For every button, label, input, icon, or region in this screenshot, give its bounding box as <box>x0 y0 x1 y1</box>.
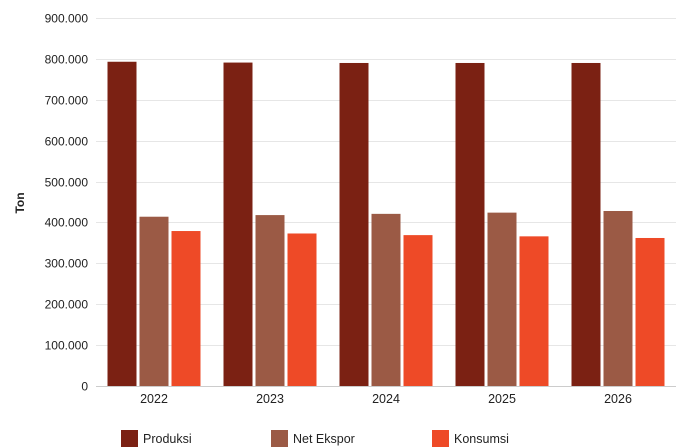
bar-produksi-2025 <box>455 62 485 386</box>
legend-swatch <box>271 430 288 447</box>
bar-konsumsi-2024 <box>403 235 433 386</box>
bar-net-ekspor-2022 <box>139 216 169 386</box>
x-axis-categories: 2022 2023 2024 2025 2026 <box>140 392 632 406</box>
y-axis-ticks: 0 100.000 200.000 300.000 400.000 500.000 600.… <box>45 12 89 394</box>
bar-konsumsi-2026 <box>635 237 665 386</box>
y-tick-label: 200.000 <box>45 298 89 312</box>
x-category-label: 2026 <box>604 392 632 406</box>
y-tick-label: 0 <box>81 380 88 394</box>
legend-swatch <box>121 430 138 447</box>
bar-produksi-2026 <box>571 62 601 386</box>
bar-net-ekspor-2023 <box>255 215 285 386</box>
bar-net-ekspor-2025 <box>487 212 517 386</box>
y-axis-title: Ton <box>13 192 27 213</box>
bars <box>107 61 665 387</box>
legend-label: Net Ekspor <box>293 432 355 446</box>
bar-konsumsi-2025 <box>519 236 549 386</box>
bar-net-ekspor-2024 <box>371 213 401 386</box>
y-tick-label: 700.000 <box>45 94 89 108</box>
bar-konsumsi-2022 <box>171 231 201 386</box>
y-tick-label: 600.000 <box>45 135 89 149</box>
x-category-label: 2022 <box>140 392 168 406</box>
bar-produksi-2023 <box>223 62 253 387</box>
legend-label: Produksi <box>143 432 192 446</box>
x-category-label: 2023 <box>256 392 284 406</box>
x-category-label: 2024 <box>372 392 400 406</box>
bar-net-ekspor-2026 <box>603 210 633 386</box>
y-tick-label: 300.000 <box>45 257 89 271</box>
y-tick-label: 900.000 <box>45 12 89 26</box>
legend-label: Konsumsi <box>454 432 509 446</box>
y-tick-label: 800.000 <box>45 53 89 67</box>
x-category-label: 2025 <box>488 392 516 406</box>
legend-swatch <box>432 430 449 447</box>
y-tick-label: 100.000 <box>45 339 89 353</box>
legend: Produksi Net Ekspor Konsumsi <box>121 430 509 447</box>
bar-produksi-2024 <box>339 62 369 386</box>
bar-konsumsi-2023 <box>287 233 317 386</box>
y-tick-label: 500.000 <box>45 176 89 190</box>
y-tick-label: 400.000 <box>45 216 89 230</box>
bar-produksi-2022 <box>107 61 137 387</box>
